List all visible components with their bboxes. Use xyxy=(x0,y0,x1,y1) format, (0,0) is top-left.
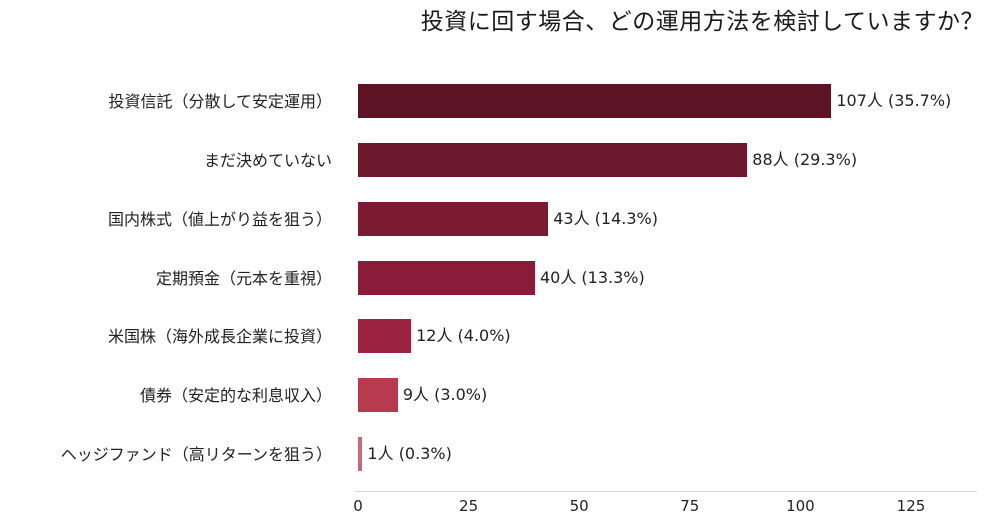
data-label: 12人 (4.0%) xyxy=(416,326,511,345)
category-label: 投資信託（分散して安定運用） xyxy=(108,92,332,111)
category-label: ヘッジファンド（高リターンを狙う） xyxy=(60,445,332,464)
bar-row: 債券（安定的な利息収入） 9人 (3.0%) xyxy=(0,378,1000,414)
data-label: 43人 (14.3%) xyxy=(553,209,658,228)
x-tick-label: 50 xyxy=(569,497,589,515)
x-axis-line xyxy=(355,491,977,492)
bar-row: 定期預金（元本を重視） 40人 (13.3%) xyxy=(0,261,1000,297)
bar[interactable] xyxy=(358,378,398,412)
category-label: 定期預金（元本を重視） xyxy=(155,269,332,288)
category-label: 国内株式（値上がり益を狙う） xyxy=(107,210,332,229)
x-tick-label: 125 xyxy=(896,497,926,515)
data-label: 107人 (35.7%) xyxy=(836,91,952,110)
bar-row: まだ決めていない 88人 (29.3%) xyxy=(0,143,1000,179)
bar[interactable] xyxy=(358,261,535,295)
x-tick-label: 100 xyxy=(786,497,815,515)
chart-title: 投資に回す場合、どの運用方法を検討していますか？ xyxy=(420,9,984,35)
data-label: 88人 (29.3%) xyxy=(752,150,858,169)
bar-row: 投資信託（分散して安定運用） 107人 (35.7%) xyxy=(0,84,1000,120)
category-label: 債券（安定的な利息収入） xyxy=(139,386,332,405)
x-tick-label: 25 xyxy=(459,497,479,515)
bar[interactable] xyxy=(358,202,549,236)
x-tick-label: 75 xyxy=(680,497,700,515)
bar-row: 米国株（海外成長企業に投資） 12人 (4.0%) xyxy=(0,319,1000,355)
bar-row: ヘッジファンド（高リターンを狙う） 1人 (0.3%) xyxy=(0,437,1000,473)
bar[interactable] xyxy=(358,143,748,177)
x-tick-label: 0 xyxy=(353,497,363,515)
data-label: 40人 (13.3%) xyxy=(539,268,645,287)
bar[interactable] xyxy=(358,437,363,471)
bar[interactable] xyxy=(358,319,412,353)
bar[interactable] xyxy=(358,84,832,118)
data-label: 1人 (0.3%) xyxy=(367,444,452,463)
bar-row: 国内株式（値上がり益を狙う） 43人 (14.3%) xyxy=(0,202,1000,238)
category-label: 米国株（海外成長企業に投資） xyxy=(107,327,332,346)
category-label: まだ決めていない xyxy=(203,151,332,170)
data-label: 9人 (3.0%) xyxy=(402,385,488,404)
